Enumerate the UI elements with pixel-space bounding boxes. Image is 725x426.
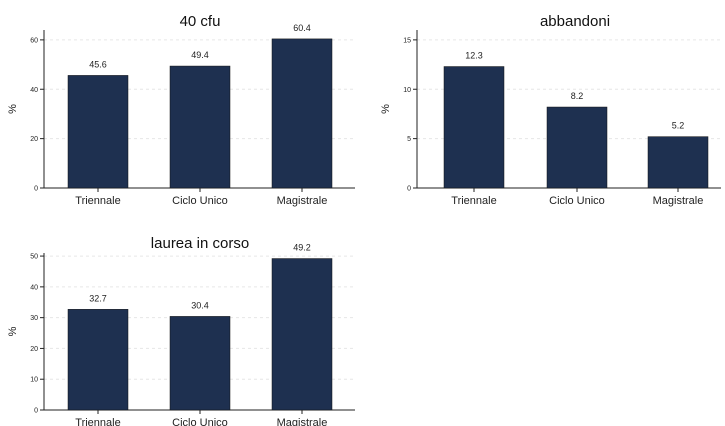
chart-title: abbandoni xyxy=(540,13,610,30)
bar xyxy=(271,38,333,189)
bar xyxy=(169,316,231,411)
y-tick-label: 50 xyxy=(30,254,38,261)
y-axis-label: % xyxy=(7,104,19,114)
x-tick-label: Magistrale xyxy=(277,195,328,207)
data-label: 49.2 xyxy=(293,243,311,253)
y-tick-label: 10 xyxy=(403,87,411,94)
y-tick-label: 40 xyxy=(30,87,38,94)
y-tick-label: 40 xyxy=(30,284,38,291)
y-tick-label: 20 xyxy=(30,346,38,353)
y-axis-label: % xyxy=(7,326,19,336)
bar xyxy=(67,309,129,411)
chart-title: laurea in corso xyxy=(151,235,249,252)
y-tick-label: 5 xyxy=(407,136,411,143)
y-tick-label: 10 xyxy=(30,377,38,384)
chart-panel-0: 40 cfu 0 20 40 60% 45.6 Triennale 49.4 Ciclo Uni… xyxy=(7,13,355,207)
x-tick-label: Magistrale xyxy=(277,417,328,426)
data-label: 30.4 xyxy=(191,300,209,310)
chart-panel-1: abbandoni 0 5 10 15% 12.3 Triennale 8.2 Ciclo Un… xyxy=(380,13,721,207)
x-tick-label: Magistrale xyxy=(653,195,704,207)
data-label: 5.2 xyxy=(672,121,685,131)
data-label: 12.3 xyxy=(465,51,483,61)
data-label: 49.4 xyxy=(191,50,209,60)
chart-title: 40 cfu xyxy=(180,13,221,30)
y-tick-label: 0 xyxy=(407,186,411,193)
y-tick-label: 0 xyxy=(34,186,38,193)
data-label: 45.6 xyxy=(89,59,107,69)
bar xyxy=(169,65,231,189)
data-label: 60.4 xyxy=(293,23,311,33)
x-tick-label: Ciclo Unico xyxy=(549,195,605,207)
x-tick-label: Triennale xyxy=(451,195,496,207)
bar xyxy=(67,75,129,189)
x-tick-label: Triennale xyxy=(75,417,120,426)
y-axis-label: % xyxy=(380,104,392,114)
y-tick-label: 15 xyxy=(403,37,411,44)
y-tick-label: 60 xyxy=(30,37,38,44)
x-tick-label: Ciclo Unico xyxy=(172,195,228,207)
data-label: 8.2 xyxy=(571,91,584,101)
bar xyxy=(271,258,333,411)
chart-panel-2: laurea in corso 0 10 20 30 40 50% 32.7 Triennale… xyxy=(7,235,355,426)
y-tick-label: 0 xyxy=(34,408,38,415)
x-tick-label: Triennale xyxy=(75,195,120,207)
bar xyxy=(443,66,505,189)
bar xyxy=(647,136,709,189)
y-tick-label: 30 xyxy=(30,315,38,322)
y-tick-label: 20 xyxy=(30,136,38,143)
x-tick-label: Ciclo Unico xyxy=(172,417,228,426)
bar xyxy=(546,106,608,189)
data-label: 32.7 xyxy=(89,293,107,303)
